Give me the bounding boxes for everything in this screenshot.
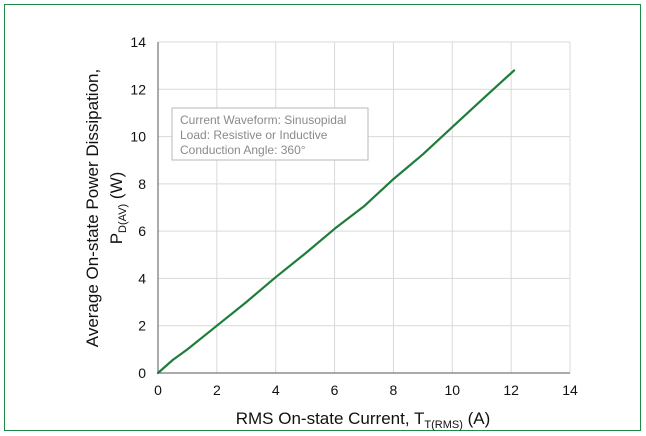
x-tick-label: 4 bbox=[272, 382, 280, 398]
x-tick-label: 6 bbox=[331, 382, 339, 398]
annotation-line: Current Waveform: Sinusopidal bbox=[180, 113, 346, 127]
x-tick-labels: 0 2 4 6 8 10 12 14 bbox=[154, 382, 578, 398]
annotation-box: Current Waveform: Sinusopidal Load: Resi… bbox=[171, 107, 369, 161]
y-tick-label: 8 bbox=[138, 176, 146, 192]
grid-lines bbox=[158, 41, 571, 373]
x-tick-label: 14 bbox=[562, 382, 578, 398]
series-line bbox=[156, 69, 516, 375]
y-tick-label: 2 bbox=[138, 318, 146, 334]
y-tick-label: 14 bbox=[130, 34, 146, 50]
y-tick-label: 10 bbox=[130, 129, 146, 145]
y-tick-label: 12 bbox=[130, 81, 146, 97]
x-tick-label: 12 bbox=[503, 382, 519, 398]
y-axis-title-line1: Average On-state Power Dissipation, bbox=[83, 69, 102, 347]
annotation-line: Conduction Angle: 360° bbox=[180, 143, 306, 157]
x-tick-label: 10 bbox=[444, 382, 460, 398]
annotation-box-border bbox=[171, 107, 369, 161]
y-axis-title: Average On-state Power Dissipation, PD(A… bbox=[83, 69, 129, 347]
x-tick-label: 2 bbox=[213, 382, 221, 398]
y-tick-label: 6 bbox=[138, 223, 146, 239]
axes bbox=[157, 42, 570, 374]
x-tick-label: 8 bbox=[390, 382, 398, 398]
x-axis-title: RMS On-state Current, TT(RMS) (A) bbox=[236, 409, 491, 431]
chart-frame bbox=[4, 4, 641, 431]
x-tick-label: 0 bbox=[154, 382, 162, 398]
y-axis-title-line2: PD(AV) (W) bbox=[107, 172, 129, 245]
series-group bbox=[156, 69, 516, 375]
y-tick-labels: 0 2 4 6 8 10 12 14 bbox=[130, 34, 146, 381]
y-tick-label: 4 bbox=[138, 270, 146, 286]
y-tick-label: 0 bbox=[138, 365, 146, 381]
annotation-line: Load: Resistive or Inductive bbox=[180, 128, 328, 142]
